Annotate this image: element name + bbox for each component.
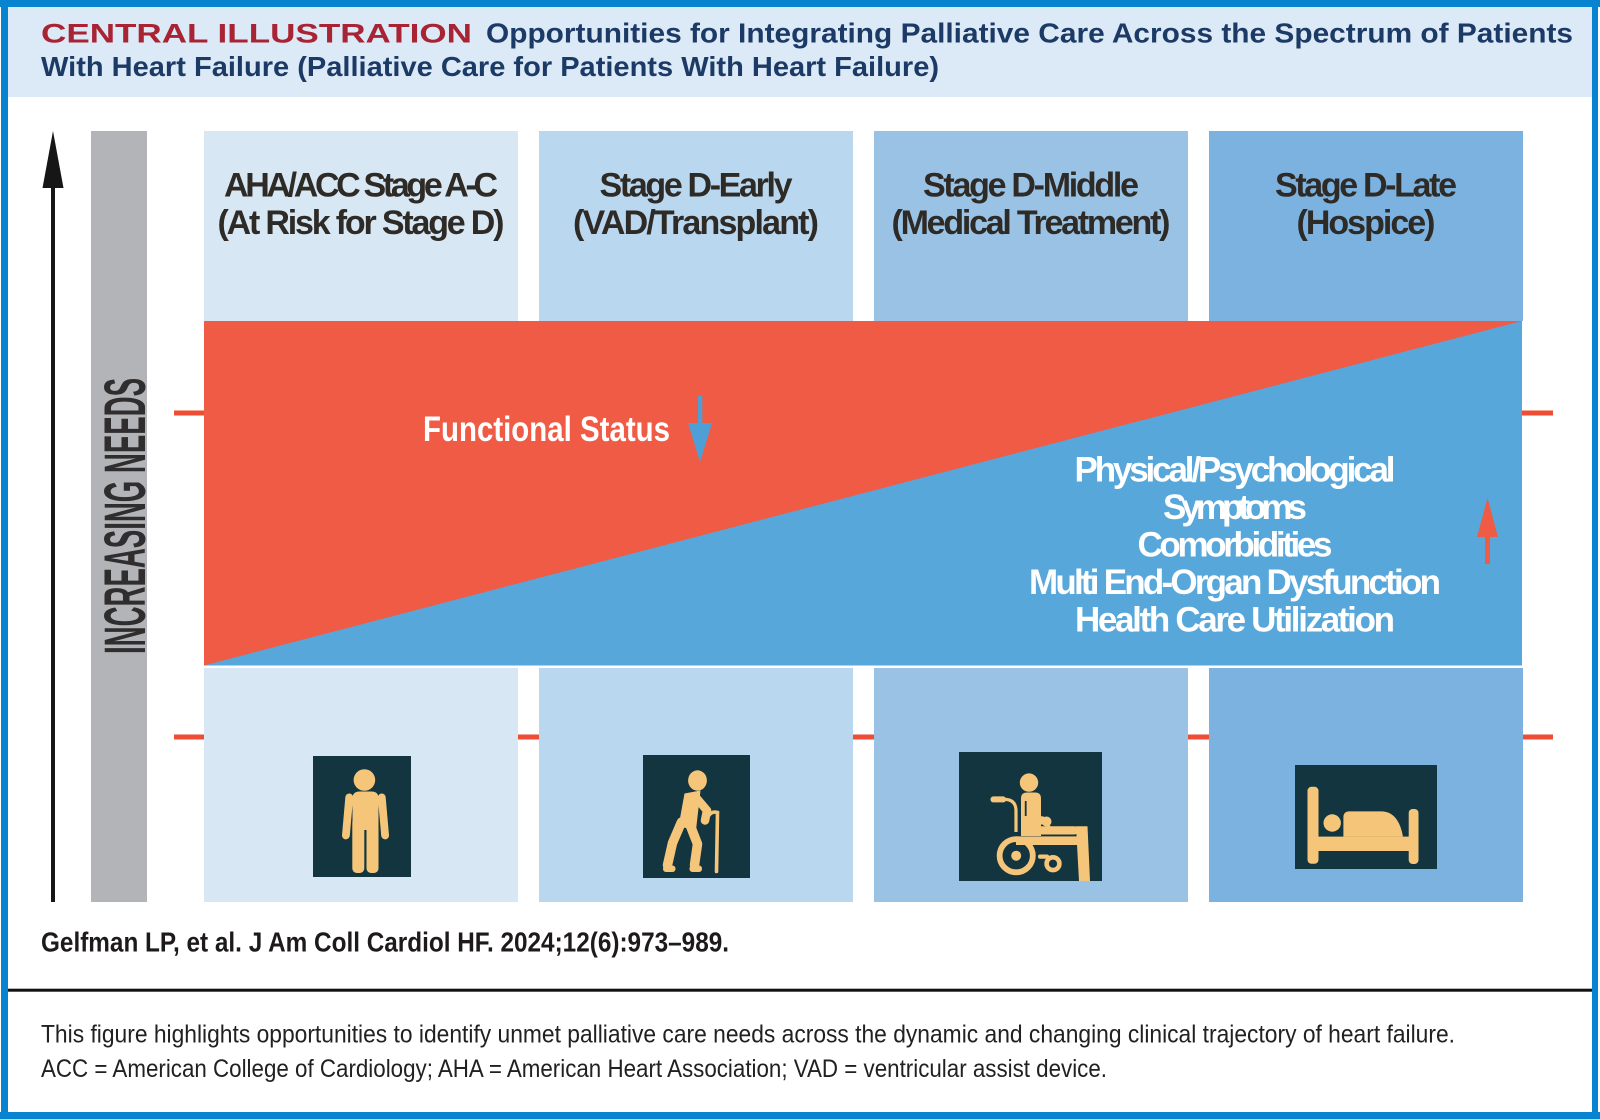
svg-text:Health Care Utilization: Health Care Utilization [1075, 601, 1395, 640]
svg-text:CENTRAL ILLUSTRATION: CENTRAL ILLUSTRATION [41, 19, 472, 49]
svg-text:ACC = American College of Card: ACC = American College of Cardiology; AH… [41, 1055, 1107, 1083]
svg-text:Gelfman LP, et al. J Am Coll C: Gelfman LP, et al. J Am Coll Cardiol HF.… [41, 927, 729, 958]
svg-text:With Heart Failure (Palliative: With Heart Failure (Palliative Care for … [41, 51, 939, 82]
svg-text:Stage D-Early: Stage D-Early [600, 167, 793, 205]
svg-text:Symptoms: Symptoms [1163, 488, 1307, 527]
svg-text:Opportunities for Integrating: Opportunities for Integrating Palliative… [486, 18, 1573, 49]
svg-text:Multi End-Organ Dysfunction: Multi End-Organ Dysfunction [1029, 563, 1441, 602]
svg-text:(At Risk for Stage D): (At Risk for Stage D) [218, 204, 505, 242]
svg-text:Stage D-Middle: Stage D-Middle [923, 167, 1139, 205]
svg-text:Functional Status: Functional Status [423, 409, 670, 449]
svg-text:Stage D-Late: Stage D-Late [1275, 167, 1457, 205]
svg-text:Physical/Psychological: Physical/Psychological [1075, 451, 1396, 490]
svg-text:INCREASING NEEDS: INCREASING NEEDS [93, 378, 158, 654]
svg-text:(VAD/Transplant): (VAD/Transplant) [573, 204, 819, 242]
svg-text:AHA/ACC Stage A-C: AHA/ACC Stage A-C [224, 167, 498, 205]
svg-text:(Hospice): (Hospice) [1297, 204, 1436, 242]
svg-text:(Medical Treatment): (Medical Treatment) [892, 204, 1171, 242]
svg-text:This figure highlights opportu: This figure highlights opportunities to … [41, 1021, 1455, 1049]
svg-text:Comorbidities: Comorbidities [1138, 526, 1333, 565]
